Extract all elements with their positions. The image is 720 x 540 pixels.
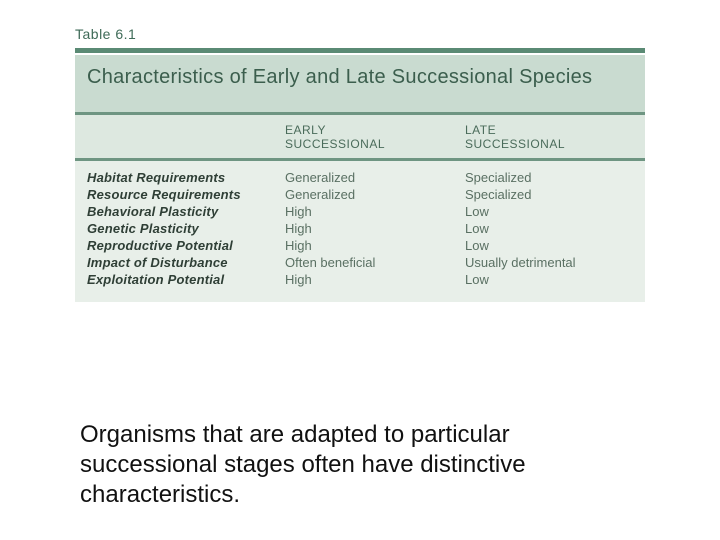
cell-late: Specialized xyxy=(465,170,645,185)
rule-top xyxy=(75,48,645,53)
cell-early: High xyxy=(285,221,465,236)
page: Table 6.1 Characteristics of Early and L… xyxy=(0,0,720,540)
table-row: Behavioral Plasticity High Low xyxy=(75,203,645,220)
table-row: Genetic Plasticity High Low xyxy=(75,220,645,237)
table-row: Habitat Requirements Generalized Special… xyxy=(75,169,645,186)
cell-late: Low xyxy=(465,238,645,253)
row-label: Behavioral Plasticity xyxy=(75,204,285,219)
cell-early: Often beneficial xyxy=(285,255,465,270)
table: Table 6.1 Characteristics of Early and L… xyxy=(75,26,645,302)
row-label: Habitat Requirements xyxy=(75,170,285,185)
caption-text: Organisms that are adapted to particular… xyxy=(80,420,620,510)
cell-early: Generalized xyxy=(285,187,465,202)
table-header-stub xyxy=(75,123,285,152)
column-header-late: LATE SUCCESSIONAL xyxy=(465,123,645,152)
cell-early: High xyxy=(285,272,465,287)
column-header-late-line2: SUCCESSIONAL xyxy=(465,137,565,151)
table-title: Characteristics of Early and Late Succes… xyxy=(87,65,633,90)
cell-late: Low xyxy=(465,272,645,287)
column-header-early-line2: SUCCESSIONAL xyxy=(285,137,385,151)
cell-late: Usually detrimental xyxy=(465,255,645,270)
column-header-early: EARLY SUCCESSIONAL xyxy=(285,123,465,152)
table-row: Resource Requirements Generalized Specia… xyxy=(75,186,645,203)
column-header-late-line1: LATE xyxy=(465,123,496,137)
column-header-early-line1: EARLY xyxy=(285,123,326,137)
table-label: Table 6.1 xyxy=(75,26,645,42)
row-label: Resource Requirements xyxy=(75,187,285,202)
cell-early: High xyxy=(285,238,465,253)
cell-late: Low xyxy=(465,204,645,219)
row-label: Exploitation Potential xyxy=(75,272,285,287)
table-row: Impact of Disturbance Often beneficial U… xyxy=(75,254,645,271)
row-label: Impact of Disturbance xyxy=(75,255,285,270)
table-title-band: Characteristics of Early and Late Succes… xyxy=(75,55,645,112)
cell-late: Low xyxy=(465,221,645,236)
cell-early: High xyxy=(285,204,465,219)
row-label: Reproductive Potential xyxy=(75,238,285,253)
table-row: Exploitation Potential High Low xyxy=(75,271,645,288)
cell-early: Generalized xyxy=(285,170,465,185)
table-label-number: 6.1 xyxy=(115,26,136,42)
table-row: Reproductive Potential High Low xyxy=(75,237,645,254)
table-label-prefix: Table xyxy=(75,26,111,42)
table-body: Habitat Requirements Generalized Special… xyxy=(75,161,645,302)
table-header-row: EARLY SUCCESSIONAL LATE SUCCESSIONAL xyxy=(75,115,645,158)
cell-late: Specialized xyxy=(465,187,645,202)
row-label: Genetic Plasticity xyxy=(75,221,285,236)
